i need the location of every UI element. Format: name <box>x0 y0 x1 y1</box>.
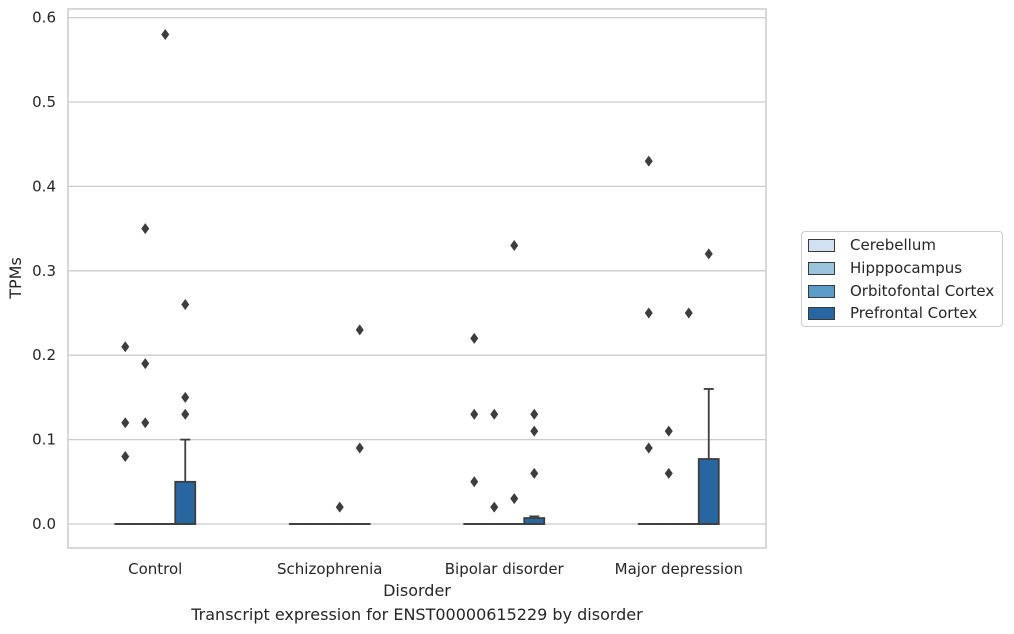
box-3-3 <box>697 458 720 525</box>
outlier-3-1-0 <box>355 442 364 454</box>
y-tick-label-4: 0.4 <box>32 177 56 195</box>
outlier-1-0-0 <box>141 417 150 429</box>
outlier-1-2-0 <box>490 501 499 513</box>
box-3-0 <box>174 480 197 525</box>
legend-swatch-orbitofontal-cortex <box>808 284 835 298</box>
outlier-3-0-1 <box>181 391 190 403</box>
y-tick-label-5: 0.5 <box>32 93 56 111</box>
y-tick-label-2: 0.2 <box>32 346 56 364</box>
x-axis-title: Disorder <box>383 581 451 600</box>
outlier-1-0-2 <box>141 223 150 235</box>
outlier-1-3-1 <box>664 425 673 437</box>
outlier-1-0-1 <box>141 358 150 370</box>
box-series <box>114 28 720 525</box>
gridlines <box>68 16 766 525</box>
series-3 <box>174 248 720 525</box>
y-tick-label-1: 0.1 <box>32 431 56 449</box>
legend-item-hipppocampus: Hipppocampus <box>808 259 962 277</box>
outlier-3-0-2 <box>181 299 190 311</box>
series-2 <box>154 28 700 525</box>
outlier-0-2-2 <box>470 332 479 344</box>
x-tick-label-3: Major depression <box>615 560 743 578</box>
outlier-0-3-2 <box>644 155 653 167</box>
legend-item-prefrontal-cortex: Prefrontal Cortex <box>808 304 977 322</box>
x-tick-label-1: Schizophrenia <box>277 560 382 578</box>
legend-item-orbitofontal-cortex: Orbitofontal Cortex <box>808 282 994 300</box>
outlier-2-0-0 <box>161 28 170 40</box>
x-axis-ticks: Control Schizophrenia Bipolar disorder Majo… <box>128 560 743 578</box>
legend-swatch-prefrontal-cortex <box>808 306 835 320</box>
y-axis-ticks: 0.0 0.1 0.2 0.3 0.4 0.5 0.6 <box>32 9 56 533</box>
legend-label-hipppocampus: Hipppocampus <box>850 259 963 277</box>
outlier-1-2-1 <box>490 408 499 420</box>
outlier-3-0-0 <box>181 408 190 420</box>
outlier-0-0-1 <box>121 417 130 429</box>
x-tick-label-0: Control <box>128 560 182 578</box>
series-1 <box>134 223 680 525</box>
outlier-2-2-1 <box>510 239 519 251</box>
outlier-1-3-0 <box>664 467 673 479</box>
outlier-0-0-0 <box>121 450 130 462</box>
outlier-3-3-0 <box>704 248 713 260</box>
legend-swatch-hipppocampus <box>808 261 835 275</box>
outlier-0-2-0 <box>470 476 479 488</box>
outlier-3-2-0 <box>530 467 539 479</box>
legend-label-prefrontal-cortex: Prefrontal Cortex <box>850 304 978 322</box>
outlier-2-3-0 <box>684 307 693 319</box>
y-tick-label-6: 0.6 <box>32 9 56 27</box>
series-0 <box>114 155 660 525</box>
legend: Cerebellum Hipppocampus Orbitofontal Cor… <box>801 231 1003 327</box>
outlier-3-2-1 <box>530 425 539 437</box>
outlier-0-0-2 <box>121 341 130 353</box>
y-tick-label-0: 0.0 <box>32 515 56 533</box>
outlier-0-2-1 <box>470 408 479 420</box>
legend-swatch-cerebellum <box>808 238 835 252</box>
outlier-0-3-1 <box>644 307 653 319</box>
y-tick-label-3: 0.3 <box>32 262 56 280</box>
outlier-0-3-0 <box>644 442 653 454</box>
outlier-2-1-0 <box>335 501 344 513</box>
legend-label-cerebellum: Cerebellum <box>850 236 936 254</box>
chart-caption: Transcript expression for ENST0000061522… <box>191 605 643 624</box>
outlier-3-2-2 <box>530 408 539 420</box>
outlier-2-2-0 <box>510 493 519 505</box>
outlier-3-1-1 <box>355 324 364 336</box>
x-tick-label-2: Bipolar disorder <box>445 560 565 578</box>
y-axis-title: TPMs <box>6 257 25 300</box>
legend-label-orbitofontal-cortex: Orbitofontal Cortex <box>850 282 995 300</box>
plot-area-frame <box>67 8 767 549</box>
legend-item-cerebellum: Cerebellum <box>808 236 936 254</box>
